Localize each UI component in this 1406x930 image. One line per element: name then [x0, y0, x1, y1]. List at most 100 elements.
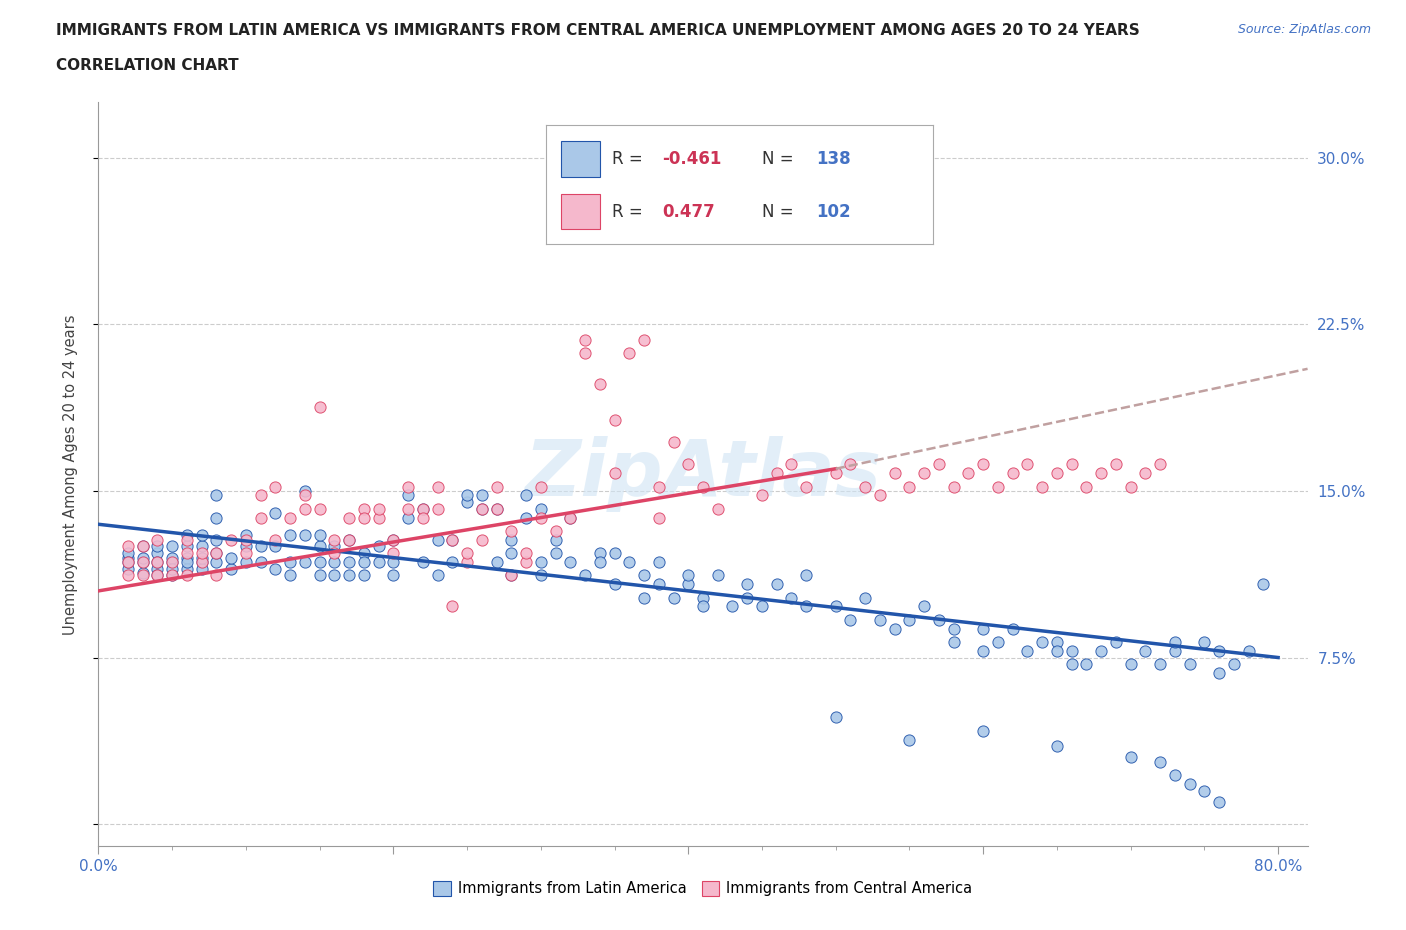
Legend: Immigrants from Latin America, Immigrants from Central America: Immigrants from Latin America, Immigrant…	[427, 875, 979, 902]
Point	[957, 466, 980, 481]
Point	[883, 466, 905, 481]
Point	[633, 333, 655, 348]
Point	[176, 561, 198, 576]
Point	[530, 568, 553, 583]
Point	[1031, 634, 1053, 649]
Point	[1223, 657, 1246, 671]
Point	[382, 532, 405, 547]
Point	[1119, 479, 1142, 494]
Point	[1090, 466, 1112, 481]
Point	[426, 568, 449, 583]
Point	[190, 554, 212, 569]
Point	[294, 528, 316, 543]
Point	[190, 528, 212, 543]
Point	[869, 488, 891, 503]
Point	[869, 612, 891, 627]
Point	[264, 479, 287, 494]
Point	[146, 568, 169, 583]
Point	[367, 554, 389, 569]
Point	[308, 539, 330, 554]
Point	[1105, 634, 1128, 649]
Text: ZipAtlas: ZipAtlas	[524, 436, 882, 512]
Point	[441, 599, 464, 614]
Point	[323, 546, 346, 561]
Point	[603, 466, 626, 481]
Point	[662, 434, 685, 449]
Point	[412, 501, 434, 516]
Point	[794, 568, 817, 583]
Point	[501, 568, 523, 583]
Point	[117, 539, 139, 554]
Point	[205, 568, 228, 583]
Point	[1194, 634, 1216, 649]
Point	[337, 554, 360, 569]
Point	[912, 466, 935, 481]
Point	[131, 565, 153, 580]
Point	[294, 501, 316, 516]
Point	[205, 488, 228, 503]
Point	[117, 554, 139, 569]
Point	[972, 644, 994, 658]
Point	[294, 484, 316, 498]
Point	[706, 501, 728, 516]
Point	[544, 524, 567, 538]
Point	[471, 501, 494, 516]
Point	[972, 724, 994, 738]
Point	[441, 532, 464, 547]
Point	[249, 539, 271, 554]
Point	[160, 551, 183, 565]
Point	[544, 532, 567, 547]
Point	[117, 546, 139, 561]
Point	[131, 551, 153, 565]
Point	[412, 511, 434, 525]
Point	[633, 568, 655, 583]
Point	[987, 479, 1010, 494]
Point	[765, 577, 787, 591]
Point	[1090, 644, 1112, 658]
Point	[160, 539, 183, 554]
Point	[308, 501, 330, 516]
Point	[190, 546, 212, 561]
Point	[176, 546, 198, 561]
Point	[1149, 657, 1171, 671]
Point	[501, 568, 523, 583]
Point	[619, 554, 641, 569]
Point	[367, 511, 389, 525]
Point	[117, 554, 139, 569]
Point	[117, 568, 139, 583]
Point	[942, 621, 965, 636]
Point	[367, 539, 389, 554]
Point	[853, 479, 876, 494]
Point	[412, 554, 434, 569]
Point	[353, 501, 375, 516]
Point	[898, 612, 921, 627]
Point	[117, 551, 139, 565]
Point	[589, 554, 612, 569]
Point	[883, 621, 905, 636]
Point	[471, 488, 494, 503]
Point	[692, 479, 714, 494]
Point	[131, 539, 153, 554]
Point	[1031, 479, 1053, 494]
Point	[131, 568, 153, 583]
Point	[972, 621, 994, 636]
Point	[485, 501, 508, 516]
Point	[160, 554, 183, 569]
Point	[485, 554, 508, 569]
Text: CORRELATION CHART: CORRELATION CHART	[56, 58, 239, 73]
Point	[1149, 457, 1171, 472]
Text: Source: ZipAtlas.com: Source: ZipAtlas.com	[1237, 23, 1371, 36]
Point	[396, 488, 419, 503]
Point	[678, 568, 700, 583]
Point	[839, 612, 862, 627]
Point	[648, 577, 671, 591]
Point	[337, 532, 360, 547]
Point	[853, 591, 876, 605]
Point	[337, 568, 360, 583]
Point	[515, 488, 537, 503]
Point	[501, 524, 523, 538]
Point	[205, 532, 228, 547]
Point	[323, 568, 346, 583]
Point	[323, 532, 346, 547]
Text: IMMIGRANTS FROM LATIN AMERICA VS IMMIGRANTS FROM CENTRAL AMERICA UNEMPLOYMENT AM: IMMIGRANTS FROM LATIN AMERICA VS IMMIGRA…	[56, 23, 1140, 38]
